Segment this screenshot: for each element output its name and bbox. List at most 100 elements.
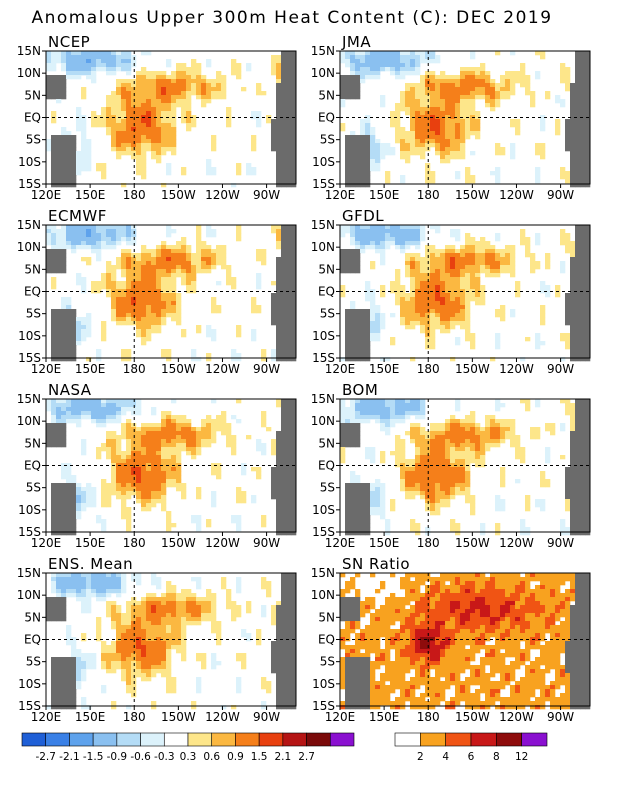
lon-tick-label: 120E [325,710,356,724]
lon-tick-label: 150W [455,362,490,376]
ratio-colorbar-label: 12 [515,751,528,763]
lat-tick-label: 15N [311,44,335,58]
lat-tick-label: 10N [17,414,41,428]
lat-tick-label: EQ [318,459,335,473]
lon-tick-label: 150E [75,362,106,376]
lat-tick-label: 15S [18,525,41,539]
ratio-colorbar-label: 6 [468,751,475,763]
lat-tick-label: 15S [18,699,41,713]
lat-tick-label: 15N [17,392,41,406]
lat-tick-label: 10S [312,503,335,517]
lon-tick-label: 180 [123,362,146,376]
lat-tick-label: 5N [318,262,335,276]
lon-tick-label: 150W [455,536,490,550]
lat-tick-label: 5S [26,307,41,321]
lon-tick-label: 150E [75,536,106,550]
lon-tick-label: 150W [161,710,196,724]
lat-tick-label: 5S [320,307,335,321]
heat-field [46,399,297,536]
ratio-colorbar-label: 8 [493,751,500,763]
anomaly-colorbar: -2.7 -2.1 -1.5 -0.9 -0.6 -0.3 0.3 0.6 0.9 1.5 2.1 2… [21,732,355,763]
lon-tick-label: 150E [369,710,400,724]
lat-tick-label: 10N [17,240,41,254]
colorbar-swatch [92,732,118,747]
colorbar-swatch [282,732,307,747]
heat-field [46,51,297,188]
lon-tick-label: 150W [161,362,196,376]
lat-tick-label: EQ [318,111,335,125]
lon-tick-label: 90W [547,536,574,550]
lon-tick-label: 90W [253,362,280,376]
lat-tick-label: 10N [17,66,41,80]
lon-tick-label: 120E [31,536,62,550]
lon-tick-label: 150E [75,710,106,724]
lat-tick-label: EQ [24,285,41,299]
lon-tick-label: 150W [455,710,490,724]
lon-tick-label: 120E [31,362,62,376]
colorbar-label: 1.5 [251,751,268,763]
lon-tick-label: 120E [325,362,356,376]
lon-tick-label: 90W [253,536,280,550]
lat-tick-label: 5S [320,655,335,669]
lon-tick-label: 180 [417,362,440,376]
lat-tick-label: 10S [312,677,335,691]
ratio-colorbar-swatch [496,732,522,747]
lat-tick-label: EQ [24,459,41,473]
lat-tick-label: 10S [18,677,41,691]
lon-tick-label: 120E [31,710,62,724]
lon-tick-label: 150E [75,188,106,202]
lat-tick-label: 15S [312,177,335,191]
colorbar-swatch [21,732,47,747]
ratio-colorbar-swatch [445,732,472,747]
lat-tick-label: 15S [312,351,335,365]
colorbar-label: -0.6 [130,751,151,763]
lat-tick-label: 5N [24,262,41,276]
lat-tick-label: 15S [18,177,41,191]
lon-tick-label: 120W [499,710,534,724]
lon-tick-label: 150E [369,188,400,202]
colorbar-swatch [306,732,331,747]
lon-tick-label: 120W [205,710,240,724]
lon-tick-label: 180 [417,710,440,724]
heat-field [46,573,297,710]
lat-tick-label: 10N [311,66,335,80]
lon-tick-label: 150E [369,362,400,376]
lat-tick-label: 15S [312,525,335,539]
main-title: Anomalous Upper 300m Heat Content (C): D… [31,8,552,28]
colorbar-label: 0.9 [227,751,244,763]
colorbar-swatch [163,732,189,747]
ratio-colorbar-swatch [394,732,421,747]
panel-title: JMA [341,33,371,51]
lat-tick-label: 5S [320,133,335,147]
colorbar-label: 2.7 [298,751,315,763]
colorbar-swatch [235,732,260,747]
lat-tick-label: 10N [311,414,335,428]
heat-field [340,225,591,362]
lat-tick-label: 5N [24,88,41,102]
colorbar-swatch [187,732,213,747]
lon-tick-label: 120W [205,536,240,550]
heat-field [46,225,297,362]
lon-tick-label: 120W [499,536,534,550]
ratio-colorbar-label: 4 [442,751,449,763]
lat-tick-label: EQ [318,633,335,647]
lon-tick-label: 90W [547,710,574,724]
lat-tick-label: 10N [311,588,335,602]
lat-tick-label: 5N [318,88,335,102]
lon-tick-label: 150E [369,536,400,550]
lat-tick-label: 10S [18,155,41,169]
ratio-colorbar: 2 4 6 8 12 [394,732,548,763]
colorbar-swatch [211,732,236,747]
lat-tick-label: EQ [24,111,41,125]
lon-tick-label: 90W [547,188,574,202]
colorbar-label: -1.5 [83,751,104,763]
lon-tick-label: 150W [161,188,196,202]
panel-title: BOM [342,381,378,399]
colorbar-label: -0.9 [107,751,128,763]
lon-tick-label: 120W [205,362,240,376]
colorbar-swatch [45,732,70,747]
lon-tick-label: 150W [161,536,196,550]
